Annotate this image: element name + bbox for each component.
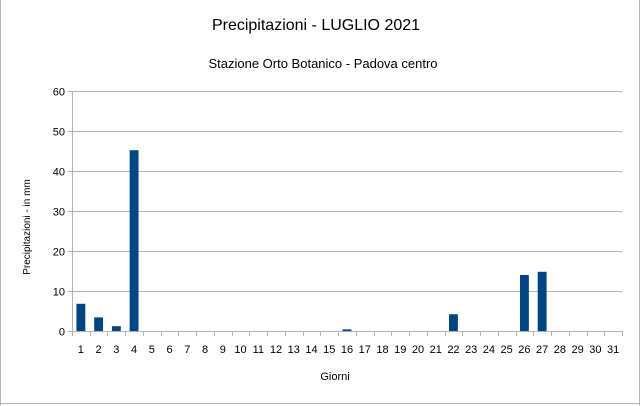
x-tick-label-28: 28: [554, 344, 566, 356]
x-tick-label-6: 6: [167, 344, 173, 356]
bars: [76, 150, 547, 331]
x-tick-label-3: 3: [113, 344, 119, 356]
x-tick-label-11: 11: [253, 344, 264, 356]
x-tick-label-2: 2: [96, 344, 102, 356]
x-tick-label-4: 4: [131, 344, 137, 356]
bar-day-22: [449, 314, 458, 331]
y-axis-label: Precipitazioni - in mm: [22, 179, 33, 275]
x-tick-label-22: 22: [447, 344, 459, 356]
y-tick-label-50: 50: [53, 127, 65, 139]
x-tick-label-20: 20: [412, 344, 424, 356]
chart-title: Precipitazioni - LUGLIO 2021: [212, 17, 420, 34]
bar-day-4: [129, 150, 139, 331]
y-tick-label-0: 0: [59, 327, 65, 339]
x-tick-label-31: 31: [607, 344, 619, 356]
x-tick-label-10: 10: [234, 344, 246, 356]
x-axis-label: Giorni: [320, 371, 349, 383]
x-tick-label-5: 5: [149, 344, 155, 356]
x-tick-label-23: 23: [465, 344, 477, 356]
x-tick-label-19: 19: [394, 344, 406, 356]
bar-day-27: [537, 271, 547, 331]
x-tick-label-29: 29: [572, 344, 584, 356]
x-tick-label-7: 7: [184, 344, 190, 356]
chart-subtitle: Stazione Orto Botanico - Padova centro: [208, 56, 437, 71]
x-tick-label-1: 1: [78, 344, 84, 356]
gridlines: [68, 91, 622, 332]
x-tick-label-13: 13: [288, 344, 300, 356]
x-tick-label-12: 12: [270, 344, 282, 356]
x-tick-label-14: 14: [305, 344, 317, 356]
bar-day-2: [94, 317, 104, 331]
x-tick-label-26: 26: [518, 344, 530, 356]
bar-day-3: [111, 326, 121, 331]
bar-day-1: [76, 303, 86, 331]
y-tick-label-60: 60: [53, 87, 65, 99]
x-tick-label-17: 17: [359, 344, 371, 356]
x-tick-label-21: 21: [430, 344, 442, 356]
x-tick-labels: 1 2 3 4 5 6 7 8 9 10 11 12 13 14 15 16 17 18 19 20 21 22 23 24 2…: [78, 344, 619, 356]
bar-day-26: [519, 275, 529, 331]
x-tick-label-27: 27: [536, 344, 548, 356]
axes: [72, 91, 623, 336]
x-tick-label-8: 8: [202, 344, 208, 356]
x-tick-label-18: 18: [376, 344, 388, 356]
y-tick-label-40: 40: [53, 167, 65, 179]
bar-day-16: [342, 329, 352, 331]
x-tick-label-25: 25: [501, 344, 513, 356]
x-tick-label-24: 24: [483, 344, 495, 356]
x-tick-label-16: 16: [341, 344, 353, 356]
x-tick-label-30: 30: [589, 344, 601, 356]
x-tick-label-15: 15: [323, 344, 335, 356]
y-tick-label-20: 20: [53, 247, 65, 259]
x-tick-label-9: 9: [220, 344, 226, 356]
y-tick-label-30: 30: [53, 207, 65, 219]
y-tick-labels: 0 10 20 30 40 50 60: [53, 87, 65, 339]
y-tick-label-10: 10: [53, 287, 65, 299]
